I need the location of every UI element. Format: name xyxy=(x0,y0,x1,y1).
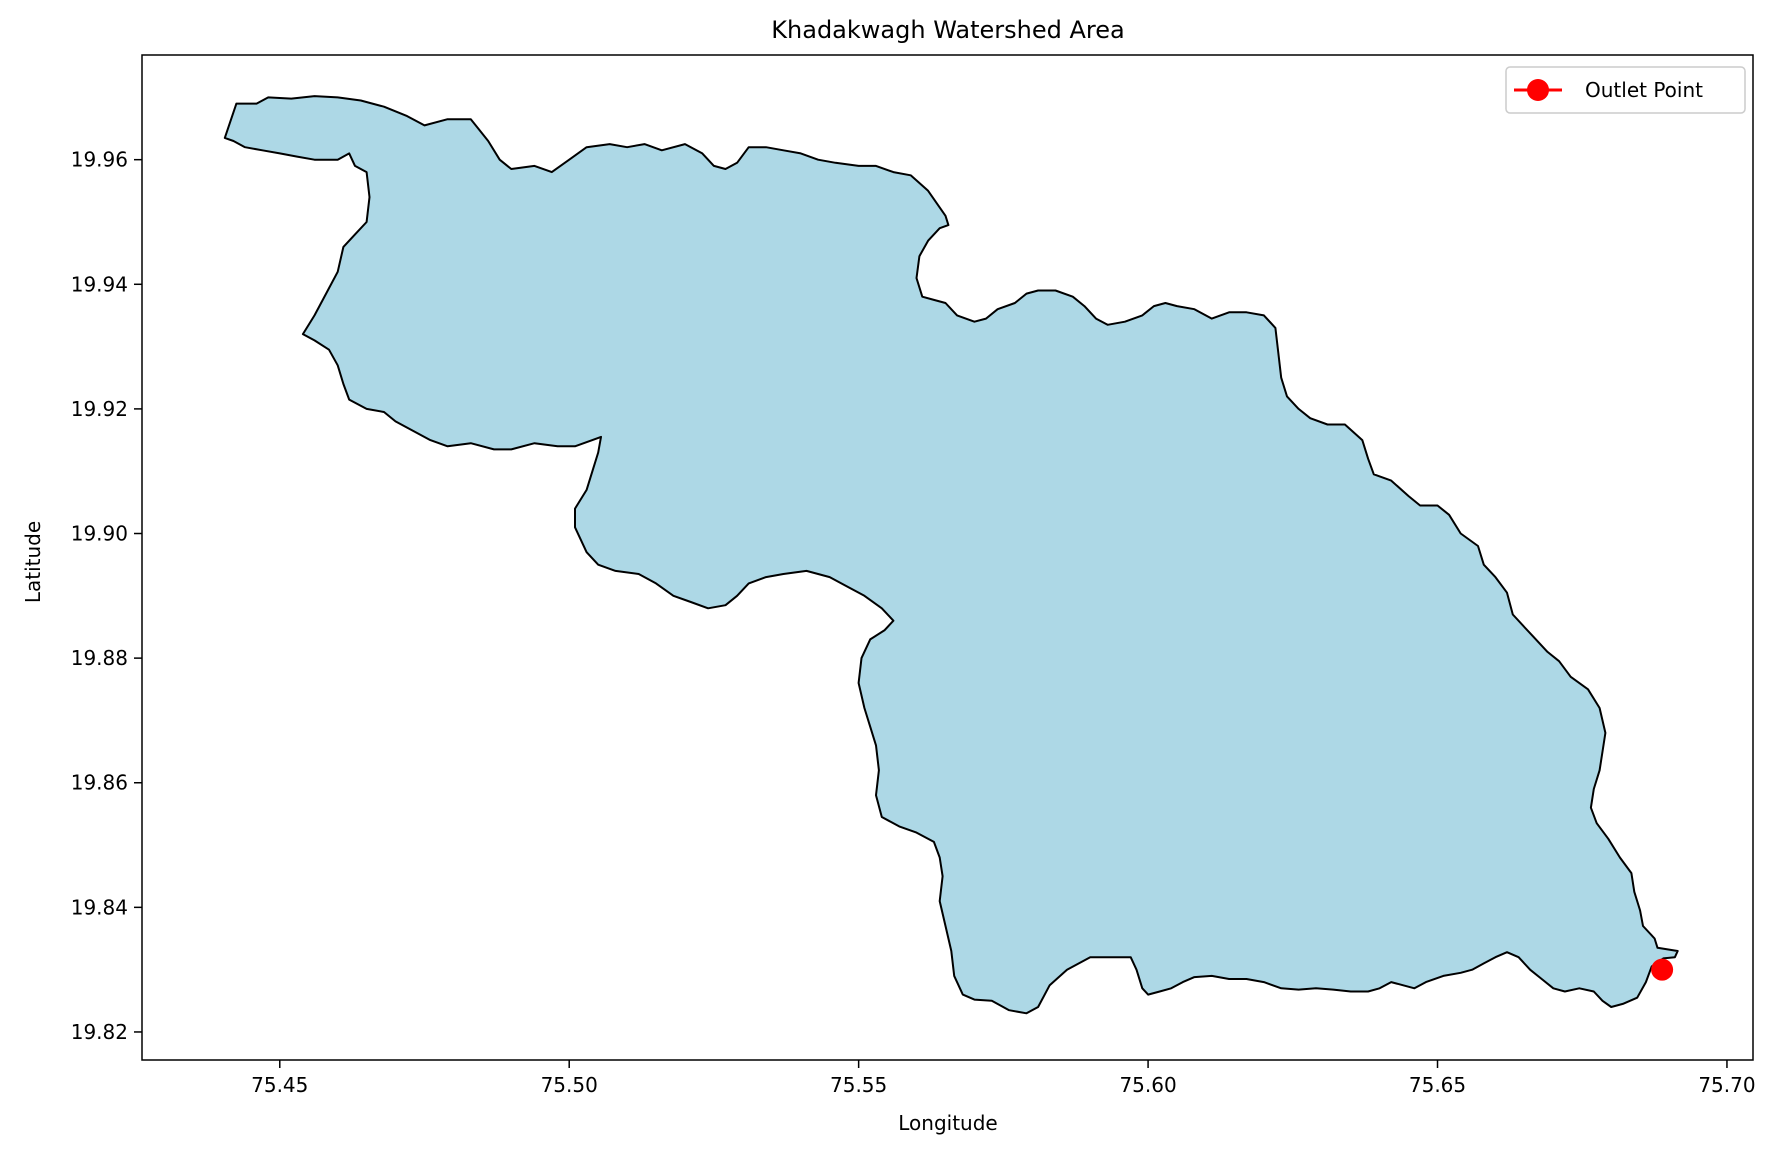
legend-marker-swatch xyxy=(1527,79,1549,101)
outlet-point-marker xyxy=(1651,958,1674,981)
chart-title: Khadakwagh Watershed Area xyxy=(771,16,1124,44)
y-axis: 19.82 19.84 19.86 19.88 19.90 19.92 19.94 19.96 xyxy=(71,148,142,1044)
x-axis: 75.45 75.50 75.55 75.60 75.65 75.70 xyxy=(251,1060,1756,1097)
y-tick-label: 19.92 xyxy=(71,397,128,421)
y-tick-label: 19.86 xyxy=(71,771,128,795)
y-tick-label: 19.90 xyxy=(71,522,128,546)
y-tick-label: 19.88 xyxy=(71,646,128,670)
x-tick-label: 75.60 xyxy=(1119,1073,1176,1097)
legend-label-outlet: Outlet Point xyxy=(1585,78,1703,102)
x-tick-label: 75.65 xyxy=(1409,1073,1466,1097)
y-tick-label: 19.84 xyxy=(71,895,128,919)
x-axis-label: Longitude xyxy=(898,1111,997,1135)
legend: Outlet Point xyxy=(1505,66,1746,114)
y-axis-label: Latitude xyxy=(21,521,45,603)
x-tick-label: 75.45 xyxy=(251,1073,308,1097)
x-tick-label: 75.70 xyxy=(1698,1073,1755,1097)
plot-area xyxy=(223,95,1679,1015)
watershed-polygon xyxy=(223,95,1679,1015)
x-tick-label: 75.55 xyxy=(830,1073,887,1097)
y-tick-label: 19.96 xyxy=(71,148,128,172)
plot-frame xyxy=(141,54,1754,1061)
y-tick-label: 19.94 xyxy=(71,272,128,296)
legend-box xyxy=(1505,66,1746,114)
y-tick-label: 19.82 xyxy=(71,1020,128,1044)
x-tick-label: 75.50 xyxy=(541,1073,598,1097)
